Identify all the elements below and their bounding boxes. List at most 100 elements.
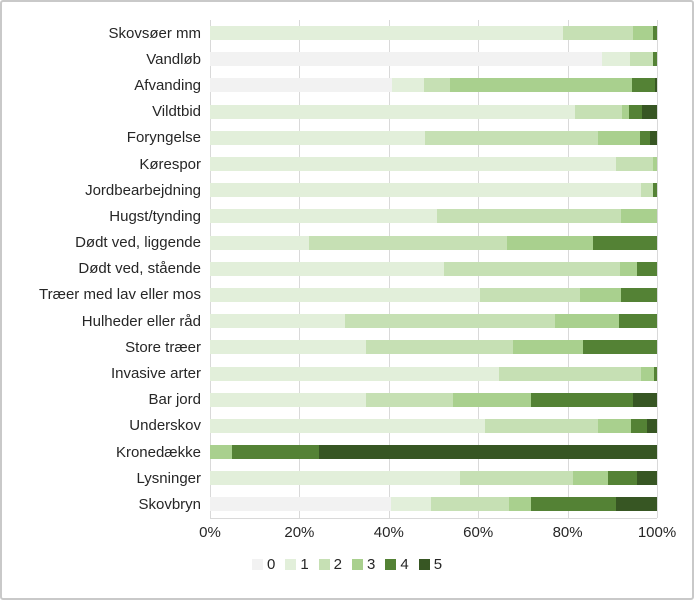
bar-row: Foryngelse — [2, 125, 692, 151]
bar-row: Lysninger — [2, 465, 692, 491]
bar-segment-score-3 — [597, 418, 632, 433]
bar-segment-score-4 — [621, 287, 657, 302]
x-axis: 0% 20% 40% 60% 80% 100% — [199, 522, 676, 544]
x-tick-label: 60% — [463, 524, 494, 541]
bar-row: Store træer — [2, 334, 692, 360]
bar-segment-score-2 — [345, 314, 555, 329]
bar-segment-score-4 — [530, 392, 633, 407]
x-tick-label: 80% — [552, 524, 583, 541]
bar-segment-score-1 — [210, 209, 438, 224]
bar-segment-score-3 — [597, 130, 640, 145]
bar-rows: Skovsøer mm Vandløb Afvanding Vildtbid Foryn… — [2, 20, 692, 518]
bar-segment-score-4 — [653, 183, 657, 198]
legend-swatch-5 — [418, 559, 430, 570]
legend-swatch-2 — [318, 559, 330, 570]
bar-segment-score-2 — [459, 471, 573, 486]
bar-segment-score-5 — [636, 471, 657, 486]
bar-segment-score-2 — [616, 157, 653, 172]
bar-row: Hugst/tynding — [2, 203, 692, 229]
bar-row: Afvanding — [2, 72, 692, 98]
bar-segment-score-1 — [210, 287, 481, 302]
bar-segment-score-4 — [582, 340, 657, 355]
bar-segment-score-5 — [318, 445, 657, 460]
bar-segment-score-4 — [637, 261, 657, 276]
bar-segment-score-4 — [631, 418, 648, 433]
bar-row: Jordbearbejdning — [2, 177, 692, 203]
bar-segment-score-3 — [513, 340, 583, 355]
bar-segment-score-3 — [620, 209, 657, 224]
bar-track — [210, 104, 657, 119]
bar-track — [210, 183, 657, 198]
bar-segment-score-4 — [607, 471, 637, 486]
bar-segment-score-3 — [450, 78, 632, 93]
bar-segment-score-3 — [633, 26, 653, 41]
bar-segment-score-1 — [210, 261, 444, 276]
bar-track — [210, 209, 657, 224]
bar-segment-score-0 — [210, 52, 603, 67]
bar-segment-score-3 — [641, 366, 654, 381]
bar-row: Kronedække — [2, 439, 692, 465]
bar-segment-score-1 — [210, 314, 346, 329]
bar-segment-score-2 — [575, 104, 623, 119]
bar-track — [210, 26, 657, 41]
legend-item: 3 — [352, 556, 375, 573]
legend-item: 0 — [251, 556, 276, 573]
bar-segment-score-1 — [210, 392, 367, 407]
category-label: Vandløb — [146, 50, 201, 68]
legend-label: 0 — [266, 556, 276, 573]
bar-row: Underskov — [2, 413, 692, 439]
bar-segment-score-5 — [647, 418, 657, 433]
bar-segment-score-3 — [572, 471, 608, 486]
bar-segment-score-2 — [640, 183, 654, 198]
bar-segment-score-2 — [431, 497, 509, 512]
bar-segment-score-1 — [210, 418, 486, 433]
category-label: Jordbearbejdning — [85, 181, 201, 199]
legend-label: 3 — [367, 556, 376, 573]
bar-segment-score-5 — [615, 497, 657, 512]
bar-segment-score-5 — [649, 130, 657, 145]
bar-segment-score-1 — [210, 235, 309, 250]
legend-label: 4 — [400, 556, 409, 573]
bar-row: Hulheder eller råd — [2, 308, 692, 334]
bar-row: Invasive arter — [2, 360, 692, 386]
legend-item: 1 — [285, 556, 309, 573]
bar-segment-score-4 — [652, 52, 657, 67]
bar-segment-score-3 — [210, 445, 233, 460]
bar-segment-score-1 — [210, 471, 460, 486]
bar-segment-score-1 — [210, 130, 426, 145]
bar-row: Skovsøer mm — [2, 20, 692, 46]
category-label: Træer med lav eller mos — [39, 286, 201, 304]
bar-track — [210, 130, 657, 145]
bar-track — [210, 52, 657, 67]
bar-row: Kørespor — [2, 151, 692, 177]
bar-segment-score-4 — [639, 130, 650, 145]
plot-area: Skovsøer mm Vandløb Afvanding Vildtbid Foryn… — [2, 2, 692, 573]
legend-label: 5 — [433, 556, 443, 573]
bar-segment-score-5 — [641, 104, 657, 119]
bar-segment-score-2 — [443, 261, 621, 276]
bar-row: Skovbryn — [2, 491, 692, 517]
bar-segment-score-3 — [620, 261, 638, 276]
bar-segment-score-4 — [653, 366, 657, 381]
legend-swatch-4 — [385, 559, 397, 570]
bar-segment-score-1 — [210, 104, 576, 119]
category-label: Vildtbid — [152, 103, 201, 121]
category-label: Dødt ved, liggende — [75, 234, 201, 252]
bar-segment-score-2 — [480, 287, 580, 302]
bar-row: Bar jord — [2, 387, 692, 413]
legend-label: 1 — [300, 556, 309, 573]
bar-segment-score-2 — [563, 26, 634, 41]
bar-track — [210, 392, 657, 407]
bar-segment-score-2 — [366, 392, 453, 407]
legend-item: 5 — [418, 556, 443, 573]
bar-segment-score-4 — [232, 445, 319, 460]
bar-segment-score-3 — [652, 157, 657, 172]
bar-segment-score-2 — [366, 340, 514, 355]
gridline — [657, 20, 658, 518]
bar-segment-score-3 — [452, 392, 531, 407]
bar-segment-score-3 — [579, 287, 622, 302]
bar-segment-score-2 — [423, 78, 451, 93]
bar-segment-score-1 — [210, 26, 564, 41]
category-label: Hulheder eller råd — [81, 312, 201, 330]
